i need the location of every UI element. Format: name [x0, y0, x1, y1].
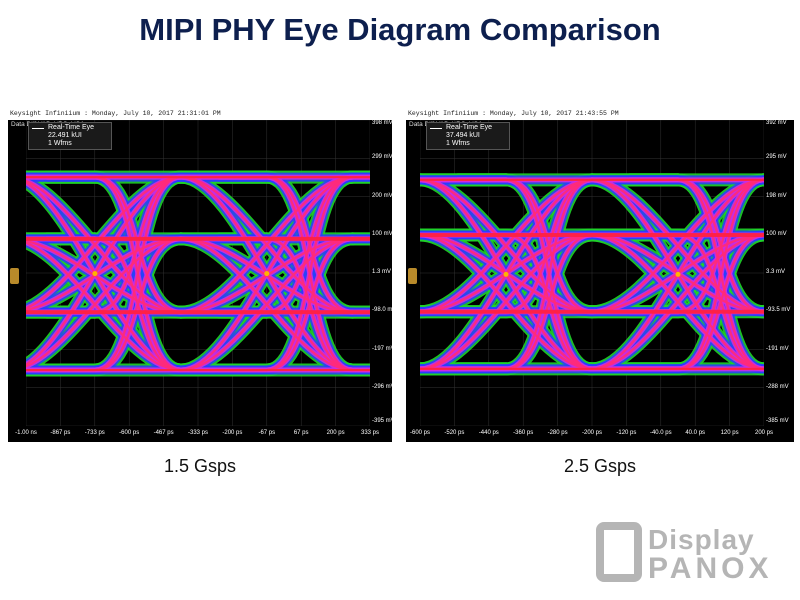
- eye-svg: [26, 120, 370, 426]
- eye-panel-1: Keysight Infiniium : Monday, July 10, 20…: [8, 108, 396, 442]
- y-tick-label: 100 mV: [372, 230, 393, 237]
- eye-trace: [456, 233, 680, 370]
- eye-trace: [26, 237, 182, 368]
- y-tick-label: -191 mV: [766, 345, 789, 352]
- legend-swatch: [430, 127, 442, 129]
- eye-plot: [420, 120, 764, 426]
- y-tick-label: 299 mV: [372, 154, 393, 161]
- eye-trace: [217, 237, 370, 372]
- x-tick-label: 200 ps: [754, 430, 774, 436]
- eye-trace: [45, 237, 268, 372]
- scope-header: Keysight Infiniium : Monday, July 10, 20…: [408, 110, 619, 117]
- eye-panel-2: Keysight Infiniium : Monday, July 10, 20…: [406, 108, 794, 442]
- x-tick-label: 67 ps: [293, 430, 309, 436]
- eye-trace: [45, 176, 268, 372]
- eye-trace: [628, 233, 764, 370]
- x-tick-label: -733 ps: [84, 430, 105, 436]
- watermark-logo: Display PANOX: [594, 520, 794, 590]
- y-tick-label: -288 mV: [766, 383, 789, 390]
- eye-trace: [420, 233, 594, 370]
- y-tick-label: -395 mV: [372, 418, 395, 424]
- eye-crossing: [503, 271, 509, 277]
- legend-count: 22.491 kUI: [48, 132, 82, 139]
- eye-plot: [26, 120, 370, 426]
- y-tick-label: 398 mV: [372, 120, 393, 126]
- legend: Real-Time Eye 37.494 kUI 1 Wfms: [426, 122, 510, 150]
- caption-2: 2.5 Gsps: [563, 456, 637, 476]
- scope-screen: Data Diff VAB, VBC, VCA Real-Time Eye 37…: [406, 120, 794, 442]
- legend-name: Real-Time Eye: [446, 124, 493, 131]
- x-tick-label: -200 ps: [581, 430, 603, 436]
- y-tick-label: 1.3 mV: [372, 269, 392, 275]
- page-title: MIPI PHY Eye Diagram Comparison: [139, 12, 661, 47]
- eye-trace: [456, 178, 680, 370]
- x-tick-label: 120 ps: [720, 430, 739, 436]
- x-tick-label: -600 ps: [119, 430, 140, 436]
- ground-marker-icon[interactable]: [10, 268, 19, 284]
- y-tick-label: 295 mV: [766, 154, 787, 161]
- x-tick-label: -520 ps: [444, 430, 465, 436]
- legend-name: Real-Time Eye: [48, 124, 95, 131]
- x-tick-label: -360 ps: [513, 430, 534, 436]
- caption-1: 1.5 Gsps: [163, 456, 237, 476]
- eye-crossing: [92, 271, 98, 277]
- y-tick-label: -385 mV: [766, 418, 789, 424]
- legend-wfms: 1 Wfms: [446, 140, 470, 147]
- x-tick-label: 40.0 ps: [685, 430, 706, 436]
- eye-trace: [217, 176, 370, 372]
- x-tick-label: -867 ps: [50, 430, 71, 436]
- ground-marker-icon[interactable]: [408, 268, 417, 284]
- y-tick-label: 200 mV: [372, 192, 393, 199]
- x-tick-label: -40.0 ps: [649, 430, 672, 436]
- eye-trace: [420, 178, 594, 313]
- eye-trace: [628, 178, 764, 370]
- x-tick-label: -1.00 ns: [15, 430, 37, 436]
- eye-crossing: [675, 271, 681, 277]
- scope-screen: Data Diff VAB, VBC, VCA Real-Time Eye 22…: [8, 120, 396, 442]
- x-tick-label: -67 ps: [258, 430, 276, 436]
- legend-count: 37.494 kUI: [446, 132, 480, 139]
- y-tick-label: -296 mV: [372, 383, 395, 390]
- eye-trace: [179, 237, 354, 372]
- legend-swatch: [32, 127, 44, 129]
- legend-wfms: 1 Wfms: [48, 140, 72, 147]
- x-tick-label: -600 ps: [409, 430, 431, 436]
- x-tick-label: -200 ps: [222, 430, 243, 436]
- y-tick-label: 3.3 mV: [766, 269, 786, 275]
- x-tick-label: 333 ps: [360, 430, 380, 436]
- legend: Real-Time Eye 22.491 kUI 1 Wfms: [28, 122, 112, 150]
- watermark-line2: PANOX: [648, 552, 773, 585]
- y-tick-label: -98.0 mV: [372, 307, 397, 314]
- eye-trace: [590, 178, 764, 313]
- y-tick-label: 392 mV: [766, 120, 787, 126]
- watermark-line1: Display: [648, 524, 755, 555]
- panox-logo-icon: [596, 522, 642, 582]
- y-tick-label: -197 mV: [372, 345, 395, 352]
- x-tick-label: -467 ps: [153, 430, 174, 436]
- eye-svg: [420, 120, 764, 426]
- eye-crossing: [264, 271, 270, 277]
- x-tick-label: -280 ps: [547, 430, 568, 436]
- scope-header: Keysight Infiniium : Monday, July 10, 20…: [10, 110, 221, 117]
- x-tick-label: -440 ps: [478, 430, 499, 436]
- y-tick-label: -93.5 mV: [766, 307, 791, 314]
- x-tick-label: -120 ps: [616, 430, 637, 436]
- eye-trace: [179, 176, 354, 314]
- y-tick-label: 100 mV: [766, 230, 787, 237]
- eye-trace: [26, 176, 182, 310]
- x-tick-label: -333 ps: [187, 430, 209, 436]
- eye-trace: [590, 233, 764, 370]
- x-tick-label: 200 ps: [326, 430, 345, 436]
- y-tick-label: 198 mV: [766, 192, 787, 199]
